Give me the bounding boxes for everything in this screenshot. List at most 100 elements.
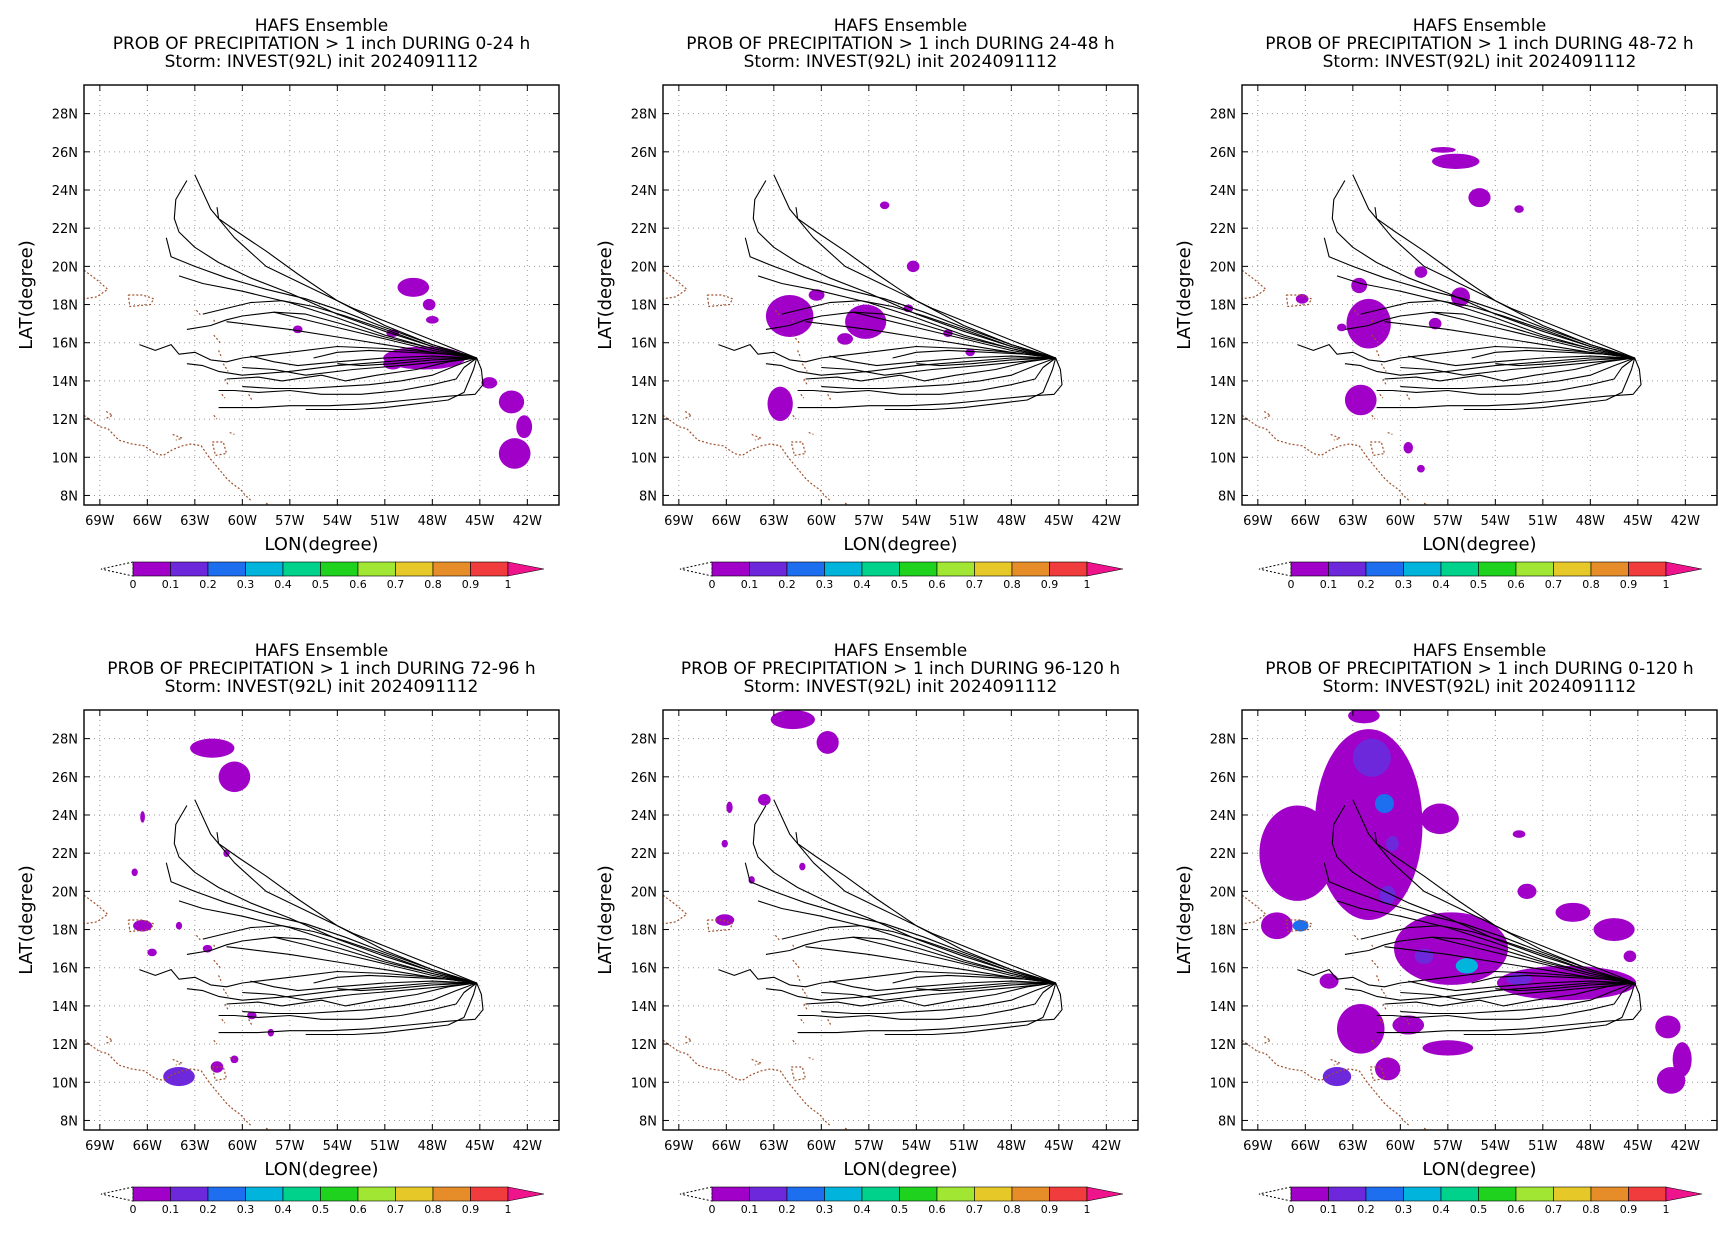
- lon-tick-label: 57W: [1433, 1139, 1463, 1154]
- ensemble-track: [1463, 982, 1636, 1036]
- lat-tick-label: 28N: [631, 733, 657, 748]
- probability-area: [1655, 1015, 1681, 1039]
- probability-area: [1512, 830, 1526, 838]
- colorbar-segment: [357, 1186, 396, 1202]
- ensemble-track: [186, 357, 477, 376]
- coastline: [1353, 309, 1360, 317]
- colorbar-under-arrow: [100, 561, 134, 577]
- coastline: [1376, 350, 1381, 359]
- lon-tick-label: 42W: [1092, 1139, 1122, 1154]
- ensemble-track: [1374, 832, 1635, 984]
- ensemble-track: [1408, 980, 1635, 992]
- coastline: [218, 975, 223, 984]
- colorbar-segment: [749, 1186, 788, 1202]
- probability-area: [1514, 205, 1524, 213]
- probability-area: [906, 260, 920, 273]
- colorbar-segment: [1049, 1186, 1088, 1202]
- lat-tick-label: 16N: [1210, 337, 1236, 352]
- ensemble-track: [781, 925, 1056, 984]
- colorbar-segment: [974, 561, 1013, 577]
- lat-tick-label: 26N: [52, 146, 78, 161]
- ensemble-track: [218, 357, 478, 395]
- lon-tick-label: 54W: [902, 1139, 932, 1154]
- lon-tick-label: 63W: [759, 514, 789, 529]
- lat-tick-label: 18N: [52, 299, 78, 314]
- probability-area: [1375, 794, 1394, 814]
- lon-tick-label: 51W: [1528, 514, 1558, 529]
- lon-tick-label: 60W: [228, 1139, 258, 1154]
- colorbar-label: 0.2: [199, 578, 217, 591]
- coastline: [1371, 414, 1376, 420]
- lon-tick-label: 60W: [807, 514, 837, 529]
- ensemble-track: [829, 355, 1056, 367]
- ensemble-track: [797, 357, 1057, 395]
- coastline: [1371, 319, 1374, 324]
- lat-tick-label: 20N: [631, 260, 657, 275]
- coastline: [1423, 1127, 1428, 1130]
- colorbar-segment: [470, 561, 509, 577]
- lat-tick-label: 16N: [631, 337, 657, 352]
- lat-tick-label: 26N: [1210, 146, 1236, 161]
- x-axis-label: LON(degree): [843, 1159, 957, 1180]
- panel-title-model: HAFS Ensemble: [1413, 641, 1546, 661]
- colorbar-over-arrow: [1665, 1186, 1703, 1202]
- panel-title-product: PROB OF PRECIPITATION > 1 inch DURING 72…: [107, 659, 535, 679]
- coastline: [683, 1035, 693, 1045]
- coastline: [1371, 944, 1374, 949]
- lat-tick-label: 10N: [52, 1076, 78, 1091]
- ensemble-track: [1376, 982, 1636, 1020]
- coastline: [1285, 294, 1313, 308]
- coastline: [827, 1019, 832, 1026]
- ensemble-track: [797, 982, 1063, 1034]
- colorbar-label: 0.1: [741, 1203, 759, 1216]
- ensemble-track: [273, 936, 477, 984]
- colorbar-segment: [711, 1186, 750, 1202]
- coastline: [84, 894, 109, 925]
- ensemble-track: [1374, 207, 1635, 359]
- probability-area: [879, 201, 890, 210]
- lon-tick-label: 69W: [85, 514, 115, 529]
- ensemble-track: [202, 925, 477, 984]
- ensemble-track: [305, 357, 478, 411]
- coastline: [1379, 1018, 1384, 1024]
- ensemble-track: [1323, 237, 1635, 359]
- ensemble-track: [165, 237, 477, 359]
- coastline: [663, 894, 688, 925]
- colorbar-segment: [170, 1186, 209, 1202]
- lon-tick-label: 66W: [133, 514, 163, 529]
- lat-tick-label: 18N: [1210, 299, 1236, 314]
- colorbar: 0 0.1 0.2 0.3 0.4 0.5 0.6 0.7 0.8 0.9 1: [679, 1186, 1124, 1216]
- plot-frame: [662, 709, 1139, 1131]
- probability-area: [1403, 442, 1413, 454]
- colorbar-under-arrow: [679, 561, 713, 577]
- lon-tick-label: 60W: [1386, 514, 1416, 529]
- colorbar: 0 0.1 0.2 0.3 0.4 0.5 0.6 0.7 0.8 0.9 1: [1258, 1186, 1703, 1216]
- lat-tick-label: 28N: [1210, 733, 1236, 748]
- x-axis-label: LON(degree): [264, 1159, 378, 1180]
- coastline: [803, 1003, 808, 1010]
- colorbar-segment: [1478, 561, 1517, 577]
- ensemble-track: [805, 357, 1056, 382]
- lon-tick-label: 51W: [949, 514, 979, 529]
- lat-tick-label: 14N: [52, 1000, 78, 1015]
- probability-area: [147, 948, 157, 957]
- lat-tick-label: 16N: [52, 962, 78, 977]
- colorbar-segment: [1515, 1186, 1554, 1202]
- coastline: [195, 934, 202, 942]
- colorbar-label: 0.3: [237, 1203, 255, 1216]
- colorbar-label: 0.3: [816, 1203, 834, 1216]
- plot-area: [1242, 85, 1717, 505]
- lon-tick-label: 54W: [1481, 1139, 1511, 1154]
- colorbar-segment: [1403, 1186, 1442, 1202]
- probability-area: [770, 710, 815, 730]
- colorbar-under-arrow: [1258, 561, 1292, 577]
- lat-tick-label: 8N: [60, 489, 78, 504]
- ensemble-track: [884, 982, 1057, 1036]
- colorbar-over-arrow: [1665, 561, 1703, 577]
- lat-tick-label: 14N: [1210, 1000, 1236, 1015]
- lon-tick-label: 42W: [1671, 1139, 1701, 1154]
- probability-area: [1623, 950, 1637, 962]
- lon-tick-label: 42W: [1092, 514, 1122, 529]
- coastline: [229, 431, 235, 435]
- ensemble-track: [765, 982, 1056, 1001]
